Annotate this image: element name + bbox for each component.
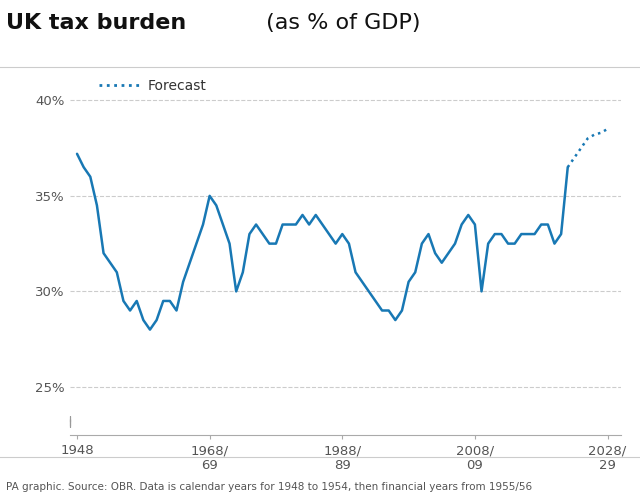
Legend: Forecast: Forecast bbox=[99, 79, 207, 92]
Text: UK tax burden: UK tax burden bbox=[6, 13, 187, 33]
Text: (as % of GDP): (as % of GDP) bbox=[259, 13, 420, 33]
Text: PA graphic. Source: OBR. Data is calendar years for 1948 to 1954, then financial: PA graphic. Source: OBR. Data is calenda… bbox=[6, 482, 532, 492]
